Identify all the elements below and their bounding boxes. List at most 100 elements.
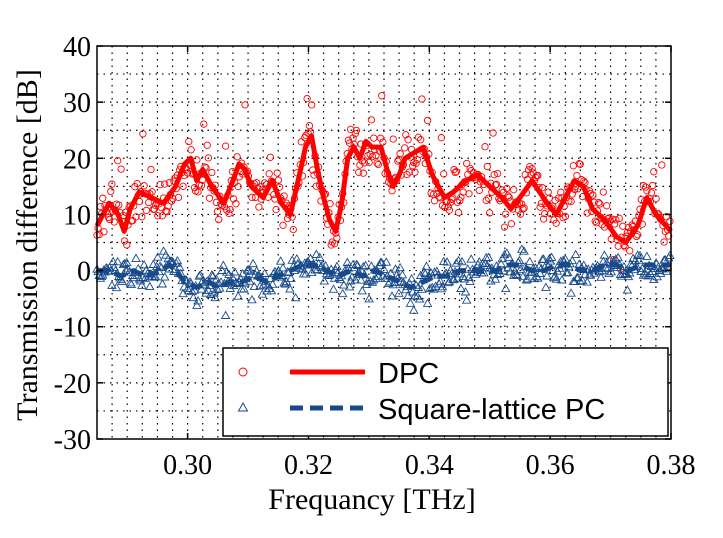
- dpc-marker: [414, 133, 423, 141]
- square-lattice-marker: [286, 273, 296, 282]
- dpc-marker: [595, 198, 603, 207]
- square-lattice-marker: [384, 277, 395, 286]
- square-lattice-marker: [645, 268, 656, 277]
- x-tick-label: 0.34: [405, 450, 454, 481]
- dpc-marker: [411, 168, 419, 176]
- dpc-marker: [412, 159, 420, 167]
- dpc-marker: [355, 168, 363, 176]
- square-lattice-marker: [533, 273, 543, 282]
- dpc-marker: [204, 154, 213, 162]
- square-lattice-marker: [405, 298, 416, 307]
- dpc-marker: [615, 214, 623, 223]
- dpc-marker: [492, 180, 501, 188]
- square-lattice-marker: [195, 270, 206, 279]
- square-lattice-line: [97, 262, 671, 290]
- square-lattice-marker: [123, 263, 133, 273]
- dpc-marker: [557, 188, 565, 196]
- dpc-marker: [303, 94, 311, 103]
- square-lattice-marker: [358, 261, 369, 271]
- y-tick-label: -20: [54, 369, 91, 400]
- y-tick-label: -30: [54, 425, 91, 456]
- square-lattice-marker: [350, 274, 361, 284]
- dpc-marker: [200, 120, 208, 128]
- dpc-marker: [100, 228, 108, 236]
- square-lattice-marker: [247, 294, 257, 304]
- square-lattice-marker: [499, 249, 510, 259]
- square-lattice-marker: [497, 253, 507, 263]
- dpc-marker: [266, 153, 274, 161]
- dpc-marker: [203, 141, 211, 149]
- dpc-marker: [352, 126, 361, 135]
- dpc-marker: [519, 205, 527, 213]
- square-lattice-marker: [566, 288, 576, 297]
- square-lattice-marker: [407, 287, 418, 296]
- dpc-marker: [418, 95, 426, 103]
- dpc-marker: [632, 232, 641, 241]
- dpc-marker: [648, 181, 657, 190]
- square-lattice-marker: [117, 276, 128, 285]
- square-lattice-marker: [460, 287, 471, 296]
- square-lattice-marker: [279, 278, 289, 287]
- dpc-marker: [457, 193, 465, 201]
- dpc-marker: [225, 209, 233, 218]
- dpc-marker: [536, 203, 544, 211]
- dpc-marker: [273, 169, 281, 177]
- dpc-marker: [612, 216, 620, 224]
- dpc-marker: [107, 187, 115, 196]
- square-lattice-marker: [490, 274, 501, 283]
- square-lattice-marker: [512, 270, 522, 280]
- dpc-marker: [229, 195, 238, 203]
- y-tick-label: -10: [54, 313, 91, 344]
- dpc-marker: [376, 134, 385, 142]
- square-lattice-marker: [387, 291, 397, 300]
- square-lattice-marker: [360, 260, 371, 270]
- dpc-marker: [665, 232, 673, 240]
- dpc-marker: [491, 181, 500, 189]
- square-lattice-marker: [344, 281, 355, 291]
- y-tick-label: 10: [63, 200, 91, 231]
- square-lattice-marker: [483, 252, 494, 261]
- x-tick-label: 0.36: [526, 450, 575, 481]
- square-lattice-marker: [328, 284, 339, 293]
- dpc-marker: [403, 170, 411, 179]
- square-lattice-marker: [356, 275, 366, 284]
- dpc-marker: [156, 180, 164, 189]
- dpc-marker: [248, 193, 256, 202]
- dpc-marker: [187, 146, 195, 154]
- dpc-marker: [208, 168, 216, 177]
- square-lattice-marker: [178, 288, 188, 298]
- square-lattice-marker: [107, 280, 117, 289]
- dpc-marker: [591, 217, 599, 225]
- square-lattice-marker: [596, 272, 606, 281]
- dpc-marker: [359, 169, 367, 177]
- dpc-marker: [123, 241, 131, 249]
- dpc-marker: [596, 200, 604, 208]
- legend-box: [222, 347, 669, 437]
- y-tick-label: 20: [63, 144, 91, 175]
- dpc-marker: [481, 143, 489, 151]
- dpc-marker: [520, 204, 528, 212]
- grid: [97, 46, 671, 439]
- plot-frame: [96, 45, 672, 440]
- square-lattice-marker: [239, 284, 249, 293]
- dpc-marker: [140, 182, 148, 190]
- dpc-marker: [643, 187, 651, 195]
- dpc-marker: [528, 164, 536, 173]
- square-lattice-marker: [554, 263, 565, 272]
- square-lattice-marker: [275, 256, 286, 265]
- square-lattice-marker: [122, 257, 132, 267]
- square-lattice-marker: [650, 263, 660, 272]
- dpc-marker: [456, 197, 464, 205]
- dpc-marker: [647, 189, 656, 197]
- dpc-marker: [162, 207, 170, 215]
- square-lattice-marker: [118, 259, 129, 269]
- dpc-marker: [482, 196, 490, 205]
- dpc-marker: [164, 202, 172, 210]
- square-lattice-marker: [649, 274, 659, 284]
- square-lattice-marker: [109, 262, 119, 271]
- square-lattice-marker: [413, 282, 424, 291]
- dpc-marker: [345, 139, 354, 147]
- square-lattice-marker: [230, 267, 240, 276]
- dpc-marker: [573, 171, 581, 180]
- square-lattice-marker: [351, 259, 362, 268]
